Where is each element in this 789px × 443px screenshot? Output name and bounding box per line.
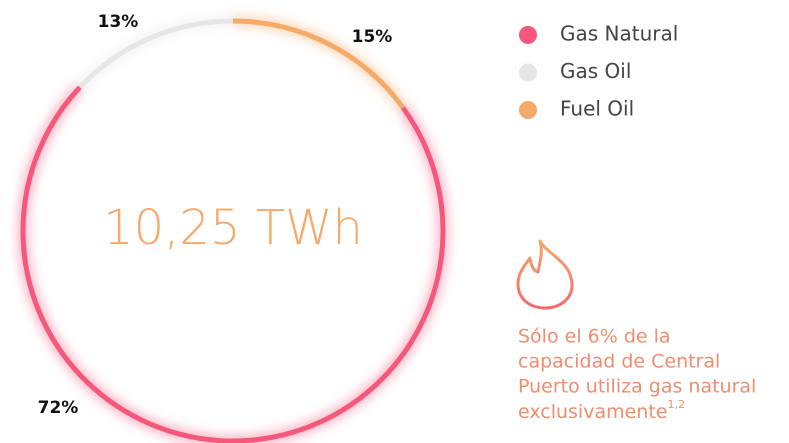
- center-label: 10,25 TWh: [103, 200, 363, 256]
- value-label: 72%: [38, 398, 79, 418]
- legend-swatch: [519, 63, 537, 82]
- flame-icon: [516, 239, 574, 310]
- donut-segment: [232, 18, 405, 110]
- donut: [20, 18, 446, 443]
- donut-segment: [78, 18, 234, 89]
- value-label: 13%: [98, 12, 139, 32]
- note-line: Sólo el 6% de la: [518, 326, 671, 348]
- note-line-text: exclusivamente: [518, 401, 667, 423]
- note-line: capacidad de Central: [518, 351, 720, 373]
- note-line: exclusivamente1,2: [518, 398, 685, 423]
- value-label: 15%: [352, 27, 393, 47]
- legend-swatch: [519, 26, 537, 44]
- note-superscript: 1,2: [667, 398, 685, 411]
- legend-label: Fuel Oil: [560, 97, 634, 121]
- note-line: Puerto utiliza gas natural: [518, 376, 756, 398]
- legend-label: Gas Oil: [560, 59, 631, 83]
- legend-swatch: [519, 101, 537, 119]
- legend-label: Gas Natural: [560, 22, 678, 46]
- donut-segment: [20, 85, 446, 443]
